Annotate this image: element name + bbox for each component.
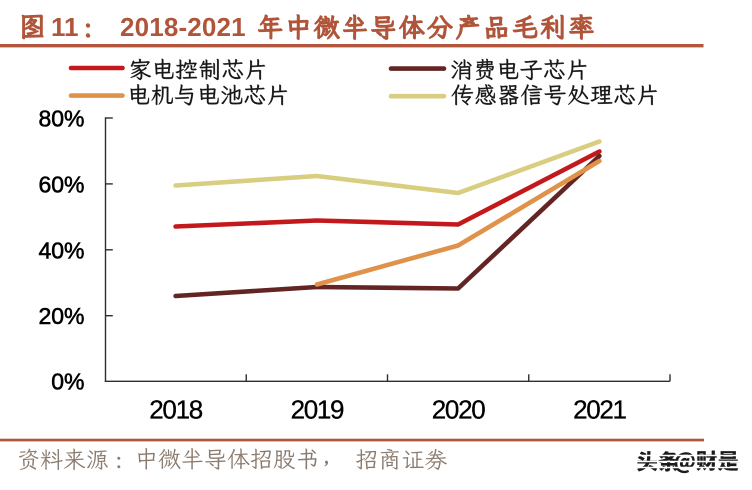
svg-text:2018-2021: 2018-2021 bbox=[120, 12, 246, 42]
svg-text:20%: 20% bbox=[38, 303, 84, 329]
svg-text:2018: 2018 bbox=[149, 395, 202, 425]
svg-text:2021: 2021 bbox=[573, 395, 626, 425]
svg-text:0%: 0% bbox=[51, 369, 84, 395]
svg-text:11: 11 bbox=[51, 12, 79, 42]
svg-text:40%: 40% bbox=[38, 237, 84, 263]
svg-text:2020: 2020 bbox=[432, 395, 485, 425]
svg-text:2019: 2019 bbox=[291, 395, 344, 425]
svg-text:80%: 80% bbox=[38, 106, 84, 132]
svg-text:60%: 60% bbox=[38, 171, 84, 197]
